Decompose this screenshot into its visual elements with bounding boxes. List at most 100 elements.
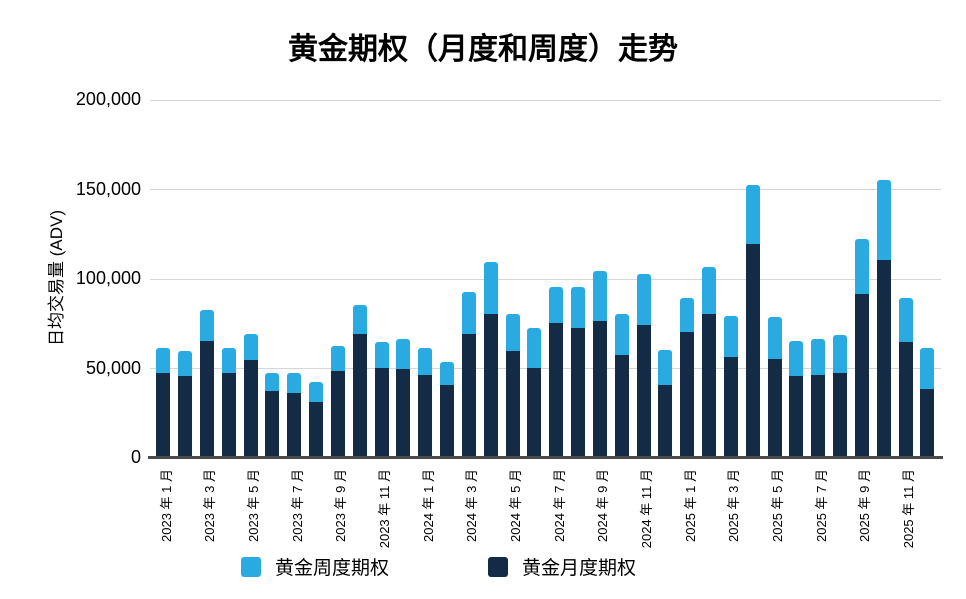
weekly-segment [309, 381, 324, 402]
plot-area: 2023 年 1 月 2023 年 3 月 2023 年 5 月 2023 年 7 月… [148, 99, 943, 548]
x-tick-label-2023-01: 2023 年 1 月 [158, 469, 174, 542]
legend-swatch-weekly-icon [241, 556, 261, 577]
monthly-segment [352, 333, 367, 457]
bar-2023-03 [199, 310, 214, 457]
bar-2023-12 [396, 338, 411, 457]
x-axis-line [148, 456, 943, 459]
x-tick-label-2025-01: 2025 年 1 月 [682, 469, 698, 542]
monthly-segment [614, 354, 629, 457]
y-tick-label-0: 0 [130, 447, 141, 467]
monthly-segment [636, 324, 651, 457]
bar-2025-06 [789, 340, 804, 457]
weekly-segment [483, 261, 498, 314]
monthly-segment [876, 260, 891, 457]
monthly-segment [723, 356, 738, 457]
bar-2025-08 [833, 335, 848, 457]
weekly-segment [156, 347, 171, 373]
weekly-segment [702, 267, 717, 314]
gridline-50000 [150, 368, 941, 369]
monthly-segment [549, 322, 564, 457]
weekly-segment [636, 274, 651, 325]
bar-2023-02 [178, 351, 193, 457]
bar-2024-12 [658, 349, 673, 457]
bar-2023-04 [221, 347, 236, 457]
weekly-segment [876, 179, 891, 261]
monthly-segment [330, 371, 345, 457]
monthly-segment [287, 392, 302, 457]
y-tick-label-150000: 150,000 [75, 178, 141, 199]
weekly-segment [789, 340, 804, 377]
x-tick-label-2024-07: 2024 年 7 月 [551, 469, 567, 542]
bar-2025-12 [920, 347, 935, 457]
weekly-segment [920, 347, 935, 389]
monthly-segment [898, 342, 913, 457]
x-tick-label-2024-01: 2024 年 1 月 [420, 469, 436, 542]
monthly-segment [854, 294, 869, 457]
monthly-segment [592, 320, 607, 457]
legend-label-weekly: 黄金周度期权 [275, 558, 390, 579]
weekly-segment [811, 338, 826, 375]
bar-2025-07 [811, 338, 826, 457]
bar-2024-10 [614, 313, 629, 457]
weekly-segment [374, 342, 389, 368]
monthly-segment [833, 372, 848, 457]
bar-2024-05 [505, 313, 520, 457]
x-tick-label-2023-07: 2023 年 7 月 [289, 469, 305, 542]
bar-2023-11 [374, 342, 389, 457]
gridline-150000 [150, 189, 941, 190]
x-tick-label-2023-03: 2023 年 3 月 [202, 469, 218, 542]
weekly-segment [680, 297, 695, 332]
weekly-segment [658, 349, 673, 386]
x-tick-label-2025-03: 2025 年 3 月 [726, 469, 742, 542]
monthly-segment [920, 388, 935, 457]
weekly-segment [461, 292, 476, 334]
monthly-segment [527, 367, 542, 457]
monthly-segment [265, 390, 280, 457]
weekly-segment [418, 347, 433, 375]
x-tick-label-2023-09: 2023 年 9 月 [333, 469, 349, 542]
y-tick-label-100000: 100,000 [75, 268, 141, 288]
bar-2024-11 [636, 274, 651, 457]
weekly-segment [243, 333, 258, 361]
bar-2023-10 [352, 304, 367, 457]
legend-item-monthly[interactable]: 黄金月度期权 [488, 553, 636, 580]
y-tick-label-200000: 200,000 [75, 89, 141, 109]
monthly-segment [440, 385, 455, 457]
weekly-segment [549, 286, 564, 323]
weekly-segment [396, 338, 411, 370]
weekly-segment [178, 351, 193, 377]
legend-label-monthly: 黄金月度期权 [522, 558, 637, 579]
bar-2023-08 [309, 381, 324, 457]
x-tick-label-2024-09: 2024 年 9 月 [595, 469, 611, 542]
monthly-segment [178, 376, 193, 457]
x-tick-label-2023-11: 2023 年 11 月 [377, 469, 393, 549]
legend-item-weekly[interactable]: 黄金周度期权 [241, 553, 389, 580]
x-tick-label-2024-05: 2024 年 5 月 [508, 469, 524, 542]
gridline-200000 [150, 99, 941, 101]
bar-2024-04 [483, 261, 498, 457]
bar-2024-09 [592, 270, 607, 457]
weekly-segment [527, 328, 542, 368]
bar-2024-06 [527, 328, 542, 457]
bar-2023-05 [243, 333, 258, 457]
weekly-segment [330, 346, 345, 372]
bar-2025-02 [702, 267, 717, 457]
monthly-segment [571, 328, 586, 457]
legend-swatch-monthly-icon [488, 556, 508, 577]
bar-2025-11 [898, 297, 913, 457]
bar-2025-03 [723, 315, 738, 457]
x-tick-label-2024-03: 2024 年 3 月 [464, 469, 480, 542]
gridline-100000 [150, 278, 941, 280]
x-tick-label-2025-05: 2025 年 5 月 [770, 469, 786, 542]
weekly-segment [221, 347, 236, 373]
monthly-segment [745, 244, 760, 457]
monthly-segment [243, 360, 258, 457]
weekly-segment [898, 297, 913, 343]
bar-2025-10 [876, 179, 891, 457]
monthly-segment [702, 313, 717, 457]
weekly-segment [352, 304, 367, 334]
x-tick-label-2023-05: 2023 年 5 月 [246, 469, 262, 542]
bar-2024-03 [461, 292, 476, 457]
monthly-segment [658, 385, 673, 457]
